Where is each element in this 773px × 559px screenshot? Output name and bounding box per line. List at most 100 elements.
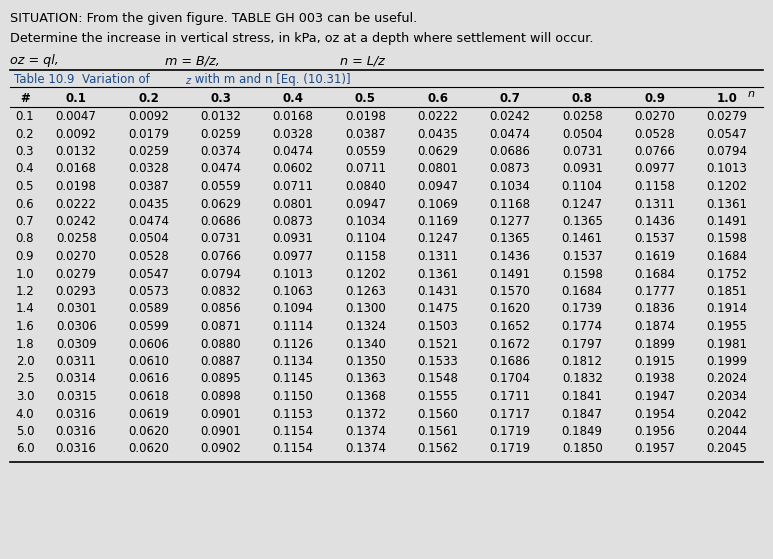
Text: 0.0794: 0.0794 [707,145,747,158]
Text: 0.0474: 0.0474 [489,127,530,140]
Text: 0.0504: 0.0504 [128,233,169,245]
Text: 0.1158: 0.1158 [345,250,386,263]
Text: 2.0: 2.0 [15,355,34,368]
Text: 0.1739: 0.1739 [562,302,603,315]
Text: 0.0293: 0.0293 [56,285,97,298]
Text: 0.1475: 0.1475 [417,302,458,315]
Text: 0.1374: 0.1374 [345,443,386,456]
Text: 0.0474: 0.0474 [128,215,169,228]
Text: 0.0279: 0.0279 [707,110,747,123]
Text: 0.0801: 0.0801 [273,197,313,211]
Text: 0.1150: 0.1150 [273,390,314,403]
Text: 0.0599: 0.0599 [128,320,169,333]
Text: 0.1247: 0.1247 [417,233,458,245]
Text: SITUATION: From the given figure. TABLE GH 003 can be useful.: SITUATION: From the given figure. TABLE … [10,12,417,25]
Text: 0.0222: 0.0222 [56,197,97,211]
Text: 0.1311: 0.1311 [634,197,675,211]
Text: 0.1324: 0.1324 [345,320,386,333]
Text: n = L/z: n = L/z [340,54,385,67]
Text: 0.0931: 0.0931 [562,163,603,176]
Text: 0.1491: 0.1491 [707,215,747,228]
Text: 0.1956: 0.1956 [634,425,675,438]
Text: 0.1684: 0.1684 [634,268,675,281]
Text: 0.0880: 0.0880 [200,338,241,350]
Text: 0.1797: 0.1797 [562,338,603,350]
Text: 0.1202: 0.1202 [345,268,386,281]
Text: 0.0606: 0.0606 [128,338,169,350]
Text: 0.0374: 0.0374 [200,145,241,158]
Text: 0.1672: 0.1672 [489,338,530,350]
Text: 0.1094: 0.1094 [273,302,314,315]
Text: 0.1311: 0.1311 [417,250,458,263]
Text: 0.1570: 0.1570 [489,285,530,298]
Text: 0.1202: 0.1202 [707,180,747,193]
Text: 0.1461: 0.1461 [562,233,603,245]
Text: 0.1562: 0.1562 [417,443,458,456]
Text: 0.6: 0.6 [15,197,34,211]
Text: 0.1719: 0.1719 [489,425,530,438]
Text: 0.1436: 0.1436 [634,215,675,228]
Text: 0.1503: 0.1503 [417,320,458,333]
Text: 0.1957: 0.1957 [634,443,675,456]
Text: 0.1247: 0.1247 [562,197,603,211]
Text: 0.0618: 0.0618 [128,390,169,403]
Text: 0.0132: 0.0132 [200,110,241,123]
Text: 0.1850: 0.1850 [562,443,603,456]
Text: 0.1841: 0.1841 [562,390,603,403]
Text: 0.1114: 0.1114 [273,320,314,333]
Text: 0.1847: 0.1847 [562,408,603,420]
Text: 0.1849: 0.1849 [562,425,603,438]
Text: 0.0610: 0.0610 [128,355,169,368]
Text: 0.0306: 0.0306 [56,320,97,333]
Text: 3.0: 3.0 [15,390,34,403]
Text: 0.1104: 0.1104 [345,233,386,245]
Text: 0.1981: 0.1981 [707,338,747,350]
Text: 0.0311: 0.0311 [56,355,97,368]
Text: 0.1598: 0.1598 [707,233,747,245]
Text: 0.0270: 0.0270 [634,110,675,123]
Text: 0.8: 0.8 [572,92,593,105]
Text: 0.0887: 0.0887 [200,355,241,368]
Text: 0.0179: 0.0179 [128,127,169,140]
Text: 0.1350: 0.1350 [345,355,386,368]
Text: 0.0528: 0.0528 [128,250,169,263]
Text: 0.1: 0.1 [66,92,87,105]
Text: 0.0547: 0.0547 [707,127,747,140]
Text: 0.7: 0.7 [15,215,34,228]
Text: 0.1711: 0.1711 [489,390,530,403]
Text: 0.1153: 0.1153 [273,408,314,420]
Text: 0.5: 0.5 [355,92,376,105]
Text: 0.0832: 0.0832 [200,285,241,298]
Text: 0.0387: 0.0387 [128,180,169,193]
Text: 0.1374: 0.1374 [345,425,386,438]
Text: 0.0711: 0.0711 [345,163,386,176]
Text: 0.0168: 0.0168 [273,110,314,123]
Text: 0.1154: 0.1154 [273,425,314,438]
Text: 0.0898: 0.0898 [200,390,241,403]
Text: 0.1832: 0.1832 [562,372,603,386]
Text: #: # [20,92,30,105]
Text: 0.1168: 0.1168 [489,197,530,211]
Text: 0.1914: 0.1914 [707,302,747,315]
Text: 0.0435: 0.0435 [417,127,458,140]
Text: 0.0840: 0.0840 [345,180,386,193]
Text: 0.0686: 0.0686 [489,145,530,158]
Text: 0.0629: 0.0629 [417,145,458,158]
Text: 0.2044: 0.2044 [707,425,747,438]
Text: 0.2042: 0.2042 [707,408,747,420]
Text: 0.0947: 0.0947 [417,180,458,193]
Text: 0.0902: 0.0902 [200,443,241,456]
Text: 0.0616: 0.0616 [128,372,169,386]
Text: 0.0589: 0.0589 [128,302,169,315]
Text: 5.0: 5.0 [15,425,34,438]
Text: 0.1777: 0.1777 [634,285,675,298]
Text: 0.1363: 0.1363 [345,372,386,386]
Text: 0.7: 0.7 [499,92,520,105]
Text: Table 10.9  Variation of: Table 10.9 Variation of [14,73,154,86]
Text: 0.0259: 0.0259 [200,127,241,140]
Text: 0.0242: 0.0242 [56,215,97,228]
Text: 0.1277: 0.1277 [489,215,530,228]
Text: 0.0315: 0.0315 [56,390,97,403]
Text: 0.0947: 0.0947 [345,197,386,211]
Text: 0.0686: 0.0686 [200,215,241,228]
